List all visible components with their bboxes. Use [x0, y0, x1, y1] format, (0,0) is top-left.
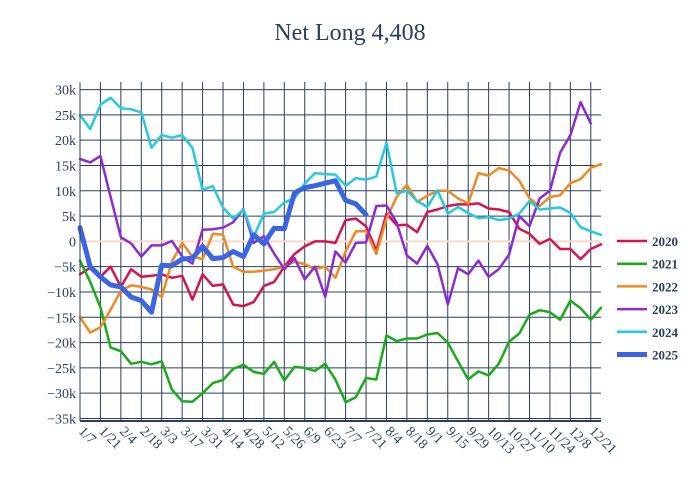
chart-title: Net Long 4,408 — [274, 20, 425, 46]
y-tick-label: −5k — [54, 261, 76, 276]
y-tick-label: 20k — [55, 134, 76, 149]
legend-label-2025: 2025 — [652, 348, 679, 363]
legend-label-2022: 2022 — [652, 279, 678, 294]
y-tick-label: −30k — [47, 387, 76, 402]
y-tick-label: 25k — [55, 109, 76, 124]
y-tick-label: 15k — [55, 159, 76, 174]
y-tick-label: −10k — [47, 286, 76, 301]
legend-label-2021: 2021 — [652, 257, 678, 272]
series-line-2021 — [78, 259, 603, 404]
legend-label-2024: 2024 — [652, 325, 679, 340]
series-line-2025 — [77, 178, 369, 315]
legend: 2020 2021 2022 2023 2024 2025 — [617, 234, 679, 363]
y-tick-label: −20k — [47, 337, 76, 352]
y-tick-labels: 30k 25k 20k 15k 10k 5k 0 −5k −10k −15k −20k −25k −30… — [47, 84, 76, 428]
y-tick-label: 10k — [55, 185, 76, 200]
y-tick-label: 0 — [69, 235, 76, 250]
legend-label-2023: 2023 — [652, 302, 679, 317]
y-tick-label: −15k — [47, 311, 76, 326]
y-tick-label: 5k — [62, 210, 76, 225]
y-tick-label: −35k — [47, 412, 76, 427]
y-gridlines — [80, 89, 601, 419]
series-line-2023 — [78, 100, 593, 306]
series-line-2024 — [78, 96, 603, 239]
legend-label-2020: 2020 — [652, 234, 678, 249]
y-tick-label: −25k — [47, 362, 76, 377]
series-line-2022 — [78, 162, 603, 334]
series-lines — [77, 96, 603, 404]
y-tick-label: 30k — [55, 84, 76, 99]
